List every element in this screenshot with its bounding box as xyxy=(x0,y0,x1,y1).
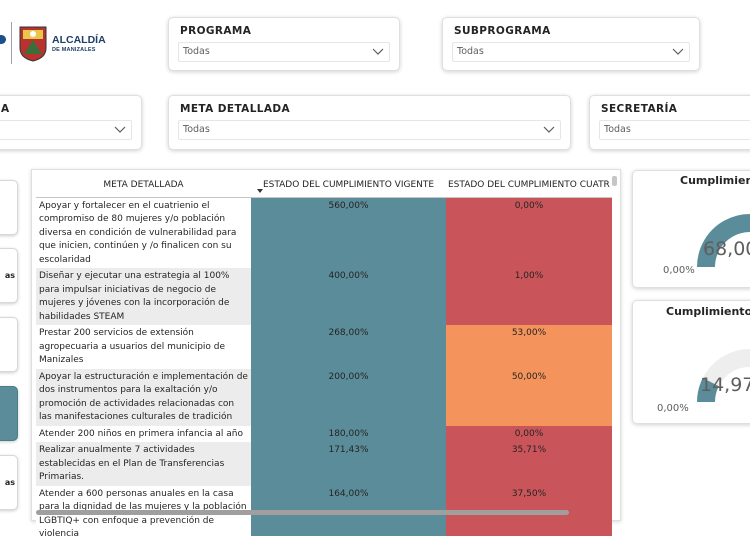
nav-button-1[interactable] xyxy=(0,180,18,235)
nav-button-label: as xyxy=(4,478,15,487)
table-row[interactable]: Realizar anualmente 7 actividades establ… xyxy=(36,442,612,486)
cuatrienio-cell: 0,00% xyxy=(446,197,612,268)
slicer-title: PROGRAMA xyxy=(180,25,252,37)
gauge-value: 14,97 xyxy=(700,374,750,396)
table-row[interactable]: Apoyar la estructuración e implementació… xyxy=(36,368,612,426)
nav-button-label: as xyxy=(4,271,15,280)
meta-cell: Prestar 200 servicios de extensión agrop… xyxy=(36,325,251,369)
gauge-chart-1 xyxy=(697,214,750,268)
slicer-left-partial: A xyxy=(0,95,142,150)
table-row[interactable]: Prestar 200 servicios de extensión agrop… xyxy=(36,325,612,369)
dropdown-value: Todas xyxy=(604,124,631,135)
cuatrienio-cell: 53,00% xyxy=(446,325,612,369)
slicer-secretaria: SECRETARÍA Todas xyxy=(589,95,750,150)
gauge-card-1: Cumplimiento 68,00 0,00% xyxy=(632,170,750,288)
gauge-title: Cumplimiento xyxy=(680,174,750,187)
logo-separator xyxy=(11,22,12,64)
meta-cell: Realizar anualmente 7 actividades establ… xyxy=(36,442,251,486)
cuatrienio-cell: 0,00% xyxy=(446,425,612,442)
gauge-title: Cumplimiento t xyxy=(666,305,750,318)
cuatrienio-cell: 1,00% xyxy=(446,268,612,325)
table-header-row: META DETALLADA ESTADO DEL CUMPLIMIENTO V… xyxy=(36,173,612,198)
meta-cell: Apoyar la estructuración e implementació… xyxy=(36,368,251,426)
table-row[interactable]: Diseñar y ejecutar una estrategia al 100… xyxy=(36,268,612,325)
slicer-title: META DETALLADA xyxy=(180,103,291,115)
vigente-cell: 268,00% xyxy=(251,325,446,369)
metas-table: META DETALLADA ESTADO DEL CUMPLIMIENTO V… xyxy=(31,169,621,536)
slicer-title: SUBPROGRAMA xyxy=(454,25,551,37)
slicer-title: A xyxy=(1,103,10,115)
chevron-down-icon xyxy=(543,126,555,133)
gauge-card-2: Cumplimiento t 14,97 0,00% xyxy=(632,300,750,424)
vigente-cell: 171,43% xyxy=(251,442,446,486)
meta-cell: Apoyar y fortalecer en el cuatrienio el … xyxy=(36,197,251,268)
programa-dropdown[interactable]: Todas xyxy=(178,42,390,62)
nav-button-3[interactable] xyxy=(0,317,18,372)
slicer-programa: PROGRAMA Todas xyxy=(168,17,400,71)
vigente-cell: 200,00% xyxy=(251,368,446,426)
column-header-vigente[interactable]: ESTADO DEL CUMPLIMIENTO VIGENTE xyxy=(251,173,446,198)
vigente-cell: 400,00% xyxy=(251,268,446,325)
gauge-min-label: 0,00% xyxy=(657,403,689,414)
meta-detallada-dropdown[interactable]: Todas xyxy=(178,120,561,140)
gauge-fill xyxy=(697,214,750,268)
chevron-down-icon xyxy=(672,48,684,55)
cuatrienio-cell: 35,71% xyxy=(446,442,612,486)
secretaria-dropdown[interactable]: Todas xyxy=(599,120,750,140)
meta-cell: Atender 200 niños en primera infancia al… xyxy=(36,425,251,442)
logo-subtitle: DE MANIZALES xyxy=(52,47,96,53)
logo-mark xyxy=(0,35,6,44)
nav-button-5[interactable]: as xyxy=(0,455,18,510)
chevron-down-icon xyxy=(372,48,384,55)
gauge-value: 68,00 xyxy=(703,238,750,260)
dropdown-value: Todas xyxy=(183,124,210,135)
column-header-meta[interactable]: META DETALLADA xyxy=(36,173,251,198)
vertical-scrollbar[interactable] xyxy=(612,176,617,186)
slicer-subprograma: SUBPROGRAMA Todas xyxy=(442,17,700,71)
slicer-meta-detallada: META DETALLADA Todas xyxy=(168,95,571,150)
dropdown-value: Todas xyxy=(457,46,484,57)
metas-table-grid: META DETALLADA ESTADO DEL CUMPLIMIENTO V… xyxy=(36,173,612,536)
vigente-cell: 180,00% xyxy=(251,425,446,442)
meta-cell: Diseñar y ejecutar una estrategia al 100… xyxy=(36,268,251,325)
gauge-chart-2 xyxy=(697,349,750,403)
gauge-min-label: 0,00% xyxy=(663,265,695,276)
coat-of-arms-icon xyxy=(19,26,47,62)
cuatrienio-cell: 50,00% xyxy=(446,368,612,426)
gauge-fill xyxy=(697,377,720,403)
table-row[interactable]: Apoyar y fortalecer en el cuatrienio el … xyxy=(36,197,612,268)
logo-title: ALCALDÍA xyxy=(52,34,106,46)
sort-descending-icon[interactable] xyxy=(257,189,263,193)
slicer-title: SECRETARÍA xyxy=(601,103,678,115)
chevron-down-icon xyxy=(114,126,126,133)
column-header-cuatrienio[interactable]: ESTADO DEL CUMPLIMIENTO CUATR xyxy=(446,173,612,198)
nav-button-2[interactable]: as xyxy=(0,248,18,303)
table-row[interactable]: Atender 200 niños en primera infancia al… xyxy=(36,425,612,442)
nav-button-4-active[interactable] xyxy=(0,386,18,441)
horizontal-scrollbar[interactable] xyxy=(36,510,569,515)
left-partial-dropdown[interactable] xyxy=(0,120,132,140)
dropdown-value: Todas xyxy=(183,46,210,57)
vigente-cell: 560,00% xyxy=(251,197,446,268)
subprograma-dropdown[interactable]: Todas xyxy=(452,42,690,62)
